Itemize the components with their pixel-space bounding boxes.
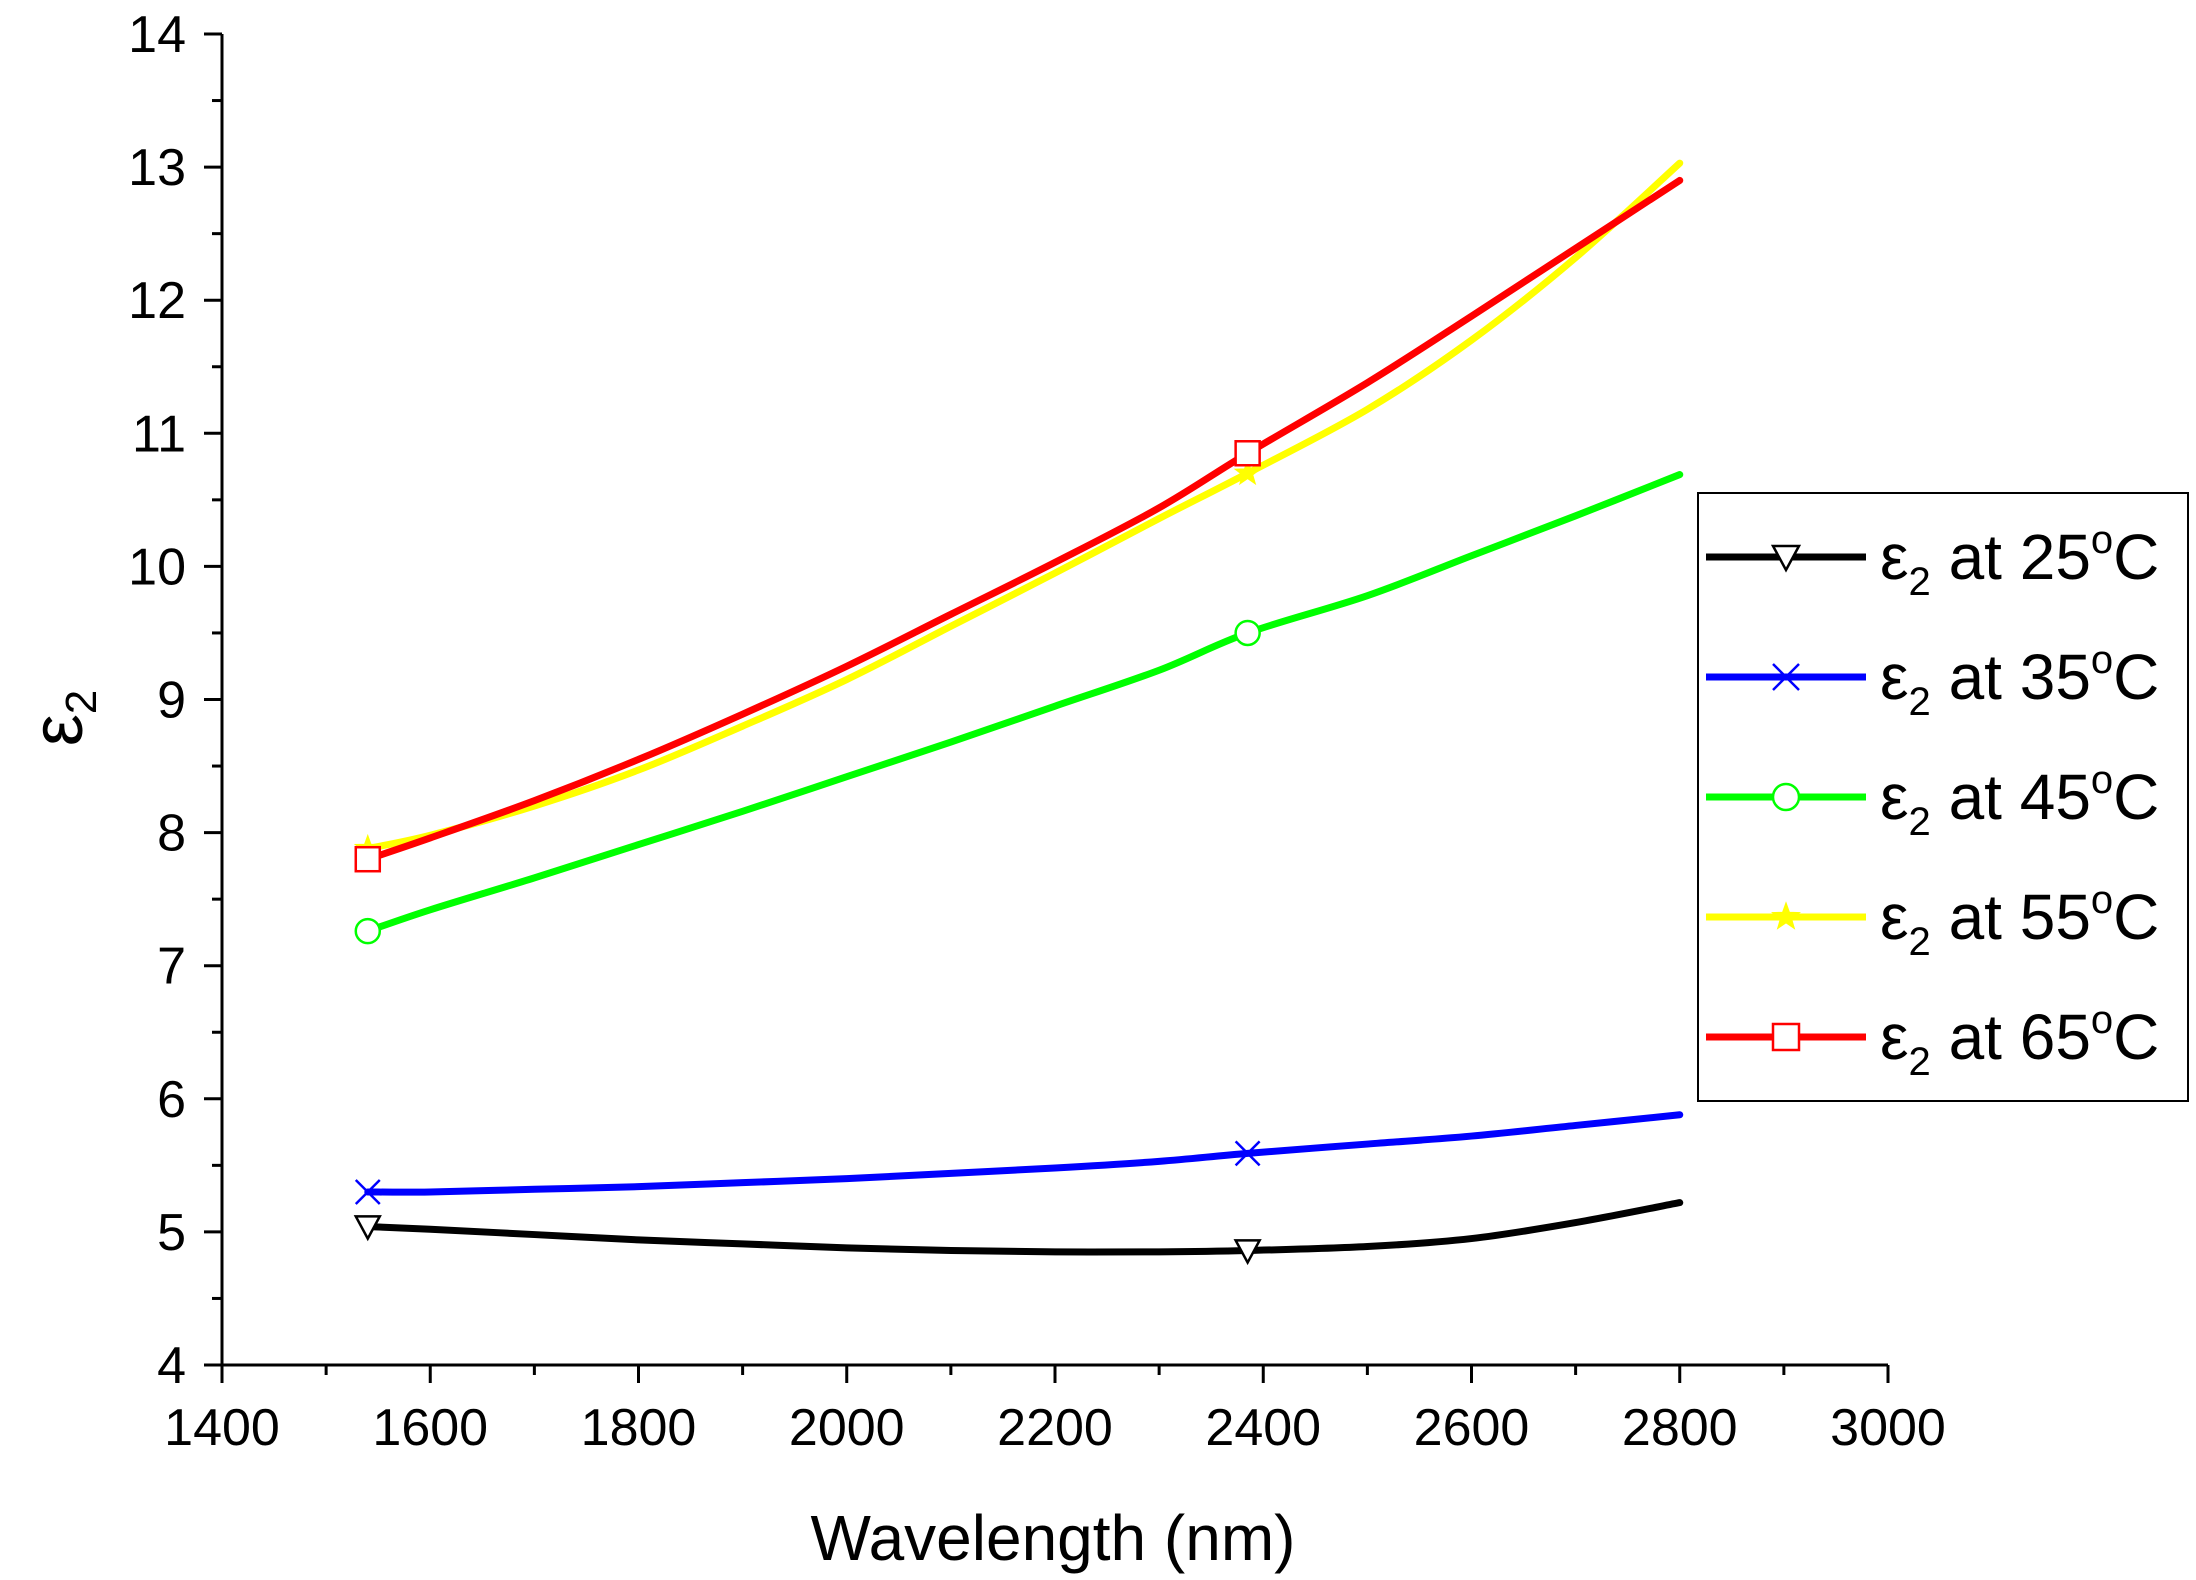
y-tick-label: 14 <box>128 6 186 64</box>
y-tick-label: 7 <box>157 938 186 996</box>
y-tick-label: 13 <box>128 139 186 197</box>
y-axis-title-subscript: 2 <box>57 690 106 714</box>
legend-item: ε2 at 45oC <box>1706 758 2159 844</box>
x-tick-label: 3000 <box>1830 1399 1946 1457</box>
legend-label-degree: o <box>2091 638 2113 682</box>
legend-label-text: at 55 <box>1931 881 2091 953</box>
legend-item: ε2 at 65oC <box>1706 998 2159 1084</box>
legend-label: ε2 at 45oC <box>1880 758 2159 844</box>
legend-item: ε2 at 25oC <box>1706 518 2159 604</box>
y-tick-label: 8 <box>157 805 186 863</box>
legend-label-text: at 25 <box>1931 521 2091 593</box>
legend-label-symbol: ε <box>1880 641 1909 713</box>
x-tick-label: 2200 <box>997 1399 1113 1457</box>
y-tick-label: 11 <box>132 405 186 463</box>
x-marker <box>354 1179 381 1205</box>
series-3 <box>353 159 1684 861</box>
legend-label-text: at 45 <box>1931 761 2091 833</box>
legend-label-unit: C <box>2113 761 2159 833</box>
x-tick-label: 2400 <box>1205 1399 1321 1457</box>
y-axis-title-symbol: ε <box>18 714 98 746</box>
axes: 1400 1600 1800 2000 2200 2400 2600 2800 3000 4 5 6 7… <box>128 6 1946 1457</box>
triangle-down-marker <box>353 1215 382 1242</box>
star-marker <box>1770 901 1802 930</box>
legend-label-symbol: ε <box>1880 761 1909 833</box>
legend-label-unit: C <box>2113 641 2159 713</box>
x-tick-label: 1400 <box>164 1399 280 1457</box>
legend-label-text: at 35 <box>1931 641 2091 713</box>
x-tick-label: 2600 <box>1414 1399 1530 1457</box>
x-axis-title: Wavelength (nm) <box>811 1502 1296 1574</box>
legend-label-subscript: 2 <box>1909 560 1931 604</box>
legend-label-subscript: 2 <box>1909 800 1931 844</box>
legend-label: ε2 at 35oC <box>1880 638 2159 724</box>
star-marker <box>1233 458 1262 486</box>
legend-label-unit: C <box>2113 881 2159 953</box>
circle-marker <box>1234 619 1261 647</box>
triangle-down-marker <box>1770 544 1802 573</box>
legend-label: ε2 at 65oC <box>1880 998 2159 1084</box>
legend-label-degree: o <box>2091 518 2113 562</box>
series-1 <box>354 1111 1684 1205</box>
series-0 <box>353 1199 1684 1266</box>
x-tick-label: 2000 <box>789 1399 905 1457</box>
y-tick-label: 10 <box>128 538 186 596</box>
legend-label: ε2 at 55oC <box>1880 878 2159 964</box>
legend-item: ε2 at 55oC <box>1706 878 2159 964</box>
legend-label-degree: o <box>2091 878 2113 922</box>
y-tick-label: 12 <box>128 272 186 330</box>
x-marker <box>1234 1140 1261 1167</box>
x-marker <box>1772 663 1800 691</box>
legend-label-subscript: 2 <box>1909 680 1931 724</box>
legend-label-degree: o <box>2091 758 2113 802</box>
square-marker <box>354 845 382 873</box>
series-4 <box>354 176 1684 873</box>
series-line <box>364 1199 1684 1256</box>
circle-marker <box>354 917 382 945</box>
legend-label-subscript: 2 <box>1909 1040 1931 1084</box>
legend-item: ε2 at 35oC <box>1706 638 2159 724</box>
legend-label-degree: o <box>2091 998 2113 1042</box>
legend-label-subscript: 2 <box>1909 920 1931 964</box>
y-tick-label: 4 <box>157 1337 186 1395</box>
x-tick-label: 2800 <box>1622 1399 1738 1457</box>
series-line <box>364 1111 1684 1196</box>
y-tick-label: 9 <box>157 672 186 730</box>
x-tick-label: 1600 <box>372 1399 488 1457</box>
series-2 <box>354 471 1684 945</box>
y-axis-title: ε2 <box>18 690 106 747</box>
triangle-down-marker <box>1233 1239 1262 1266</box>
legend-label-symbol: ε <box>1880 1001 1909 1073</box>
series-layer <box>353 159 1684 1266</box>
legend-label-symbol: ε <box>1880 881 1909 953</box>
legend-label: ε2 at 25oC <box>1880 518 2159 604</box>
series-line <box>364 471 1684 935</box>
y-tick-label: 5 <box>157 1204 186 1262</box>
square-marker <box>1771 1022 1801 1052</box>
series-line <box>364 176 1684 863</box>
y-tick-label: 6 <box>157 1071 186 1129</box>
legend-label-unit: C <box>2113 1001 2159 1073</box>
series-line <box>364 159 1684 853</box>
x-tick-label: 1800 <box>581 1399 697 1457</box>
square-marker <box>1234 440 1261 467</box>
circle-marker <box>1771 782 1801 812</box>
legend-label-text: at 65 <box>1931 1001 2091 1073</box>
legend-label-symbol: ε <box>1880 521 1909 593</box>
legend-label-unit: C <box>2113 521 2159 593</box>
